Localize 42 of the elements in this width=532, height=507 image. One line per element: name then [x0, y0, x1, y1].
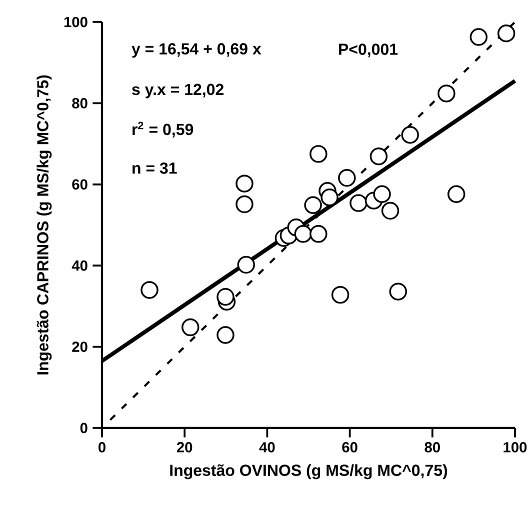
- y-tick-label: 80: [72, 98, 88, 108]
- point: [381, 202, 400, 220]
- point: [320, 188, 338, 206]
- point: [216, 288, 234, 306]
- point: [310, 145, 328, 163]
- point: [401, 126, 419, 144]
- point: [140, 281, 158, 299]
- annotation: s y.x = 12,02: [132, 84, 224, 98]
- point: [350, 194, 368, 212]
- x-axis-title: Ingestão OVINOS (g MS/kg MC^0,75): [170, 464, 448, 480]
- point: [331, 286, 350, 304]
- point: [310, 225, 328, 243]
- point: [370, 148, 388, 166]
- point: [373, 185, 391, 204]
- x-tick-label: 60: [342, 442, 358, 452]
- y-axis-title: Ingestão CAPRINOS (g MS/kg MC^0,75): [36, 75, 52, 374]
- point: [236, 174, 254, 192]
- point: [216, 326, 234, 344]
- point: [389, 282, 407, 300]
- y-tick-label: 20: [72, 342, 88, 352]
- annotation: n = 31: [132, 162, 177, 174]
- point: [294, 225, 312, 243]
- annotation: P<0,001: [339, 44, 398, 58]
- point: [182, 318, 200, 336]
- point: [237, 256, 256, 274]
- x-tick-label: 40: [259, 442, 275, 452]
- y-tick-label: 40: [72, 260, 88, 271]
- point: [470, 28, 488, 46]
- annotation: y = 16,54 + 0,69 x: [132, 43, 262, 58]
- annotation: r$^{2}$ = 0,59: [132, 122, 194, 138]
- y-tick-label: 0: [80, 422, 88, 434]
- point: [338, 169, 356, 187]
- x-tick-label: 80: [424, 442, 440, 452]
- y-tick-label: 60: [72, 179, 88, 190]
- x-tick-label: 100: [504, 442, 527, 452]
- point: [447, 185, 466, 204]
- point: [236, 195, 254, 214]
- point: [304, 196, 322, 214]
- x-tick-label: 20: [176, 442, 192, 452]
- x-tick-label: 0: [98, 442, 106, 452]
- point: [438, 84, 456, 102]
- y-tick-label: 100: [64, 16, 88, 28]
